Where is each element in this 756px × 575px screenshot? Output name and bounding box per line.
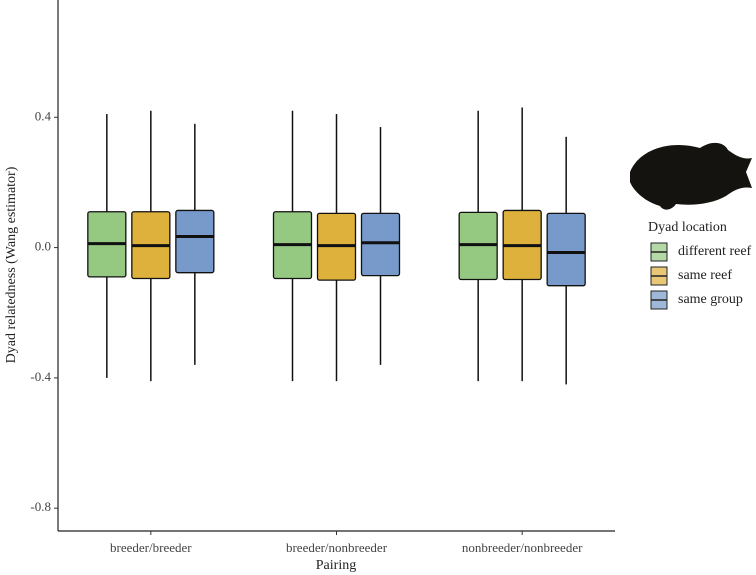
x-tick-label: nonbreeder/nonbreeder [462,540,583,555]
y-tick-label: 0.4 [35,108,52,123]
box [360,212,401,277]
fish-silhouette [630,142,752,210]
y-axis-title: Dyad relatedness (Wang estimator) [4,166,19,363]
x-axis-title: Pairing [316,558,356,573]
fish-icon [630,142,752,210]
x-tick-label: breeder/breeder [110,540,192,555]
box [175,209,215,274]
x-tick-label: breeder/nonbreeder [286,540,388,555]
box-group [175,123,215,365]
box-group [316,114,357,382]
box-group [360,127,401,365]
box-group [546,136,586,385]
y-tick-label: -0.8 [30,499,51,514]
box-group [458,110,498,382]
legend-label: same reef [678,268,732,283]
box [546,212,586,287]
box-group [272,110,313,382]
legend-label: same group [678,292,743,307]
y-tick-label: -0.4 [30,369,51,384]
box-group [131,110,171,382]
y-tick-label: 0.0 [35,239,51,254]
box-group [87,114,127,378]
legend-label: different reef [678,244,752,259]
box-group [502,107,542,382]
legend-title: Dyad location [648,220,727,235]
